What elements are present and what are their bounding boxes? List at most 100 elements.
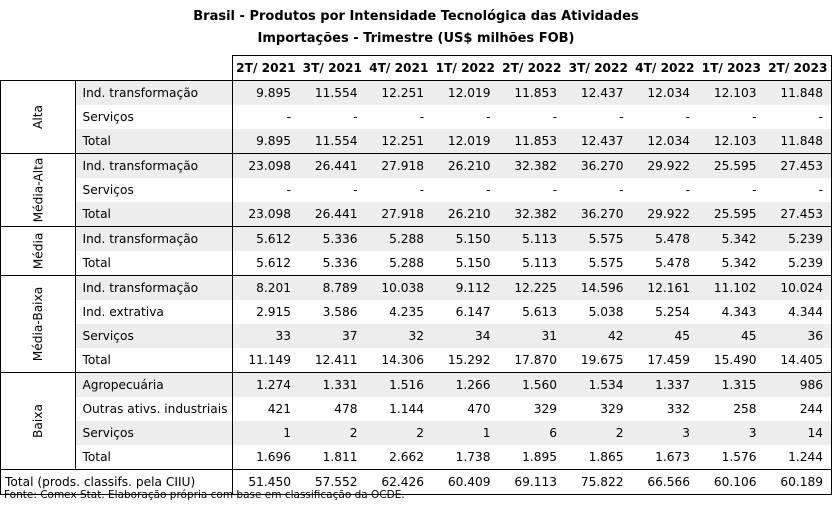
table-row: Outras ativs. industriais 421 478 1.144 470 3… [1, 397, 832, 421]
table-row: Média Ind. transformação 5.612 5.336 5.288 5.… [0, 226, 832, 276]
value-cell: 14.405 [764, 348, 832, 373]
row-label: Serviços [75, 421, 233, 445]
group-label: Alta [0, 80, 77, 154]
value-cell: - [353, 183, 358, 197]
value-cell: 12.034 [631, 129, 699, 154]
value-cell: - [419, 183, 425, 197]
value-cell: 42 [565, 324, 632, 348]
value-cell: 5.113 [498, 226, 566, 251]
value-cell: 15.292 [432, 348, 499, 373]
value-cell: 12.019 [432, 129, 499, 154]
value-cell: 1.673 [631, 445, 699, 470]
row-label: Total [75, 202, 233, 227]
value-cell: 332 [666, 402, 691, 416]
table-row: Serviços - - - - - - - - - [1, 105, 832, 129]
group-label: Média-Alta [0, 153, 77, 227]
group-label-text: Alta [31, 105, 46, 129]
value-cell: 12.251 [365, 80, 433, 105]
value-cell: - [685, 110, 691, 124]
value-cell: 11.848 [764, 80, 832, 105]
value-cell: 12.251 [365, 129, 433, 154]
value-cell: - [419, 110, 425, 124]
column-header: 2T/ 2023 [764, 55, 832, 81]
value-cell: 6 [498, 421, 566, 445]
value-cell: 5.612 [231, 226, 300, 251]
value-cell: - [685, 183, 691, 197]
table-row: Alta Ind. transformação 9.895 11.554 12.251 1… [0, 80, 832, 154]
value-cell: 36.270 [565, 153, 632, 178]
column-header: 3T/ 2021 [299, 55, 366, 81]
value-cell: 5.336 [299, 251, 366, 276]
grand-total-cell: 60.189 [764, 469, 832, 495]
value-cell: 11.554 [299, 129, 366, 154]
value-cell: 1.895 [498, 445, 566, 470]
value-cell: 26.441 [299, 202, 366, 227]
value-cell: 12.437 [565, 129, 632, 154]
value-cell: 3 [698, 421, 765, 445]
value-cell: - [619, 183, 624, 197]
group-label-text: Baixa [31, 404, 46, 438]
row-label: Ind. transformação [75, 153, 233, 178]
value-cell: 5.254 [655, 305, 691, 319]
value-cell: 5.575 [565, 251, 632, 276]
table-row: Total 5.612 5.336 5.288 5.150 5.113 5.575 5.478… [1, 251, 832, 276]
value-cell: 9.895 [231, 80, 300, 105]
value-cell: - [231, 105, 300, 129]
value-cell: 258 [733, 402, 757, 416]
grand-total-cell: 69.113 [498, 469, 566, 495]
value-cell: 12.437 [565, 80, 632, 105]
grand-total-cell: 66.566 [631, 469, 699, 495]
value-cell: 1.315 [698, 372, 765, 397]
group-label-text: Média [31, 232, 46, 270]
row-label: Ind. transformação [75, 275, 233, 300]
row-label: Serviços [82, 183, 134, 197]
value-cell: 5.336 [299, 226, 366, 251]
grand-total-cell: 57.552 [299, 469, 366, 495]
value-cell: 12.103 [698, 80, 765, 105]
value-cell: 5.038 [588, 305, 624, 319]
value-cell: 10.024 [764, 275, 832, 300]
value-cell: 5.478 [631, 226, 699, 251]
value-cell: 5.478 [631, 251, 699, 276]
value-cell: 14 [764, 421, 832, 445]
grand-total-cell: 75.822 [565, 469, 632, 495]
row-label: Ind. transformação [75, 226, 233, 251]
header-empty [0, 55, 76, 81]
value-cell: 45 [631, 324, 699, 348]
table-row: Média-Baixa Ind. transformação 8.201 8.789 1… [0, 275, 832, 373]
value-cell: 36 [764, 324, 832, 348]
column-header: 2T/ 2021 [231, 55, 300, 81]
table-row: Serviços - - - - - - - - - [1, 178, 832, 202]
value-cell: - [752, 183, 757, 197]
value-cell: - [353, 110, 358, 124]
value-cell: 1.560 [498, 372, 566, 397]
value-cell: - [552, 183, 558, 197]
value-cell: 32.382 [498, 202, 566, 227]
table-row: Ind. extrativa 2.915 3.586 4.235 6.147 5.613 5… [1, 300, 832, 324]
grand-total-cell: 60.409 [432, 469, 499, 495]
value-cell: 29.922 [631, 202, 699, 227]
value-cell: 2 [565, 421, 632, 445]
value-cell: 12.161 [631, 275, 699, 300]
value-cell: 4.344 [764, 300, 832, 324]
value-cell: 34 [432, 324, 499, 348]
value-cell: 26.210 [432, 202, 499, 227]
value-cell: 17.459 [631, 348, 699, 373]
group-label: Média [0, 226, 77, 276]
value-cell: 8.201 [231, 275, 300, 300]
value-cell: 10.038 [365, 275, 433, 300]
row-label: Agropecuária [75, 372, 233, 397]
value-cell: 1.331 [299, 372, 366, 397]
value-cell: 14.306 [365, 348, 433, 373]
value-cell: 9.112 [432, 275, 499, 300]
value-cell: 2 [365, 421, 433, 445]
value-cell: - [764, 105, 832, 129]
value-cell: 5.239 [764, 226, 832, 251]
value-cell: 5.342 [698, 226, 765, 251]
value-cell: 5.613 [522, 305, 558, 319]
value-cell: 5.239 [764, 251, 832, 276]
table-row: Serviços 1 2 2 1 6 2 3 3 14 [1, 421, 832, 445]
table-row: Total 1.696 1.811 2.662 1.738 1.895 1.865 1.673… [1, 445, 832, 470]
value-cell: 1.811 [299, 445, 366, 470]
value-cell: 29.922 [631, 153, 699, 178]
